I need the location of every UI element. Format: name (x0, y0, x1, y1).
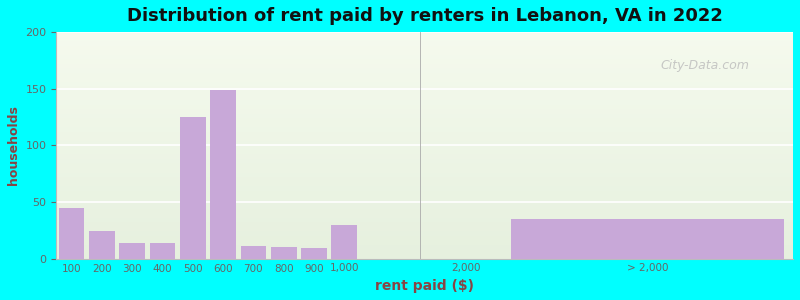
Bar (56, 55, 793, 59)
Bar (56, 118, 793, 123)
Bar (56, 145, 793, 150)
Bar (119, 243, 145, 259)
Bar (511, 219, 784, 259)
Bar (56, 213, 793, 218)
Bar (56, 164, 793, 168)
Bar (56, 86, 793, 91)
Bar (56, 32, 793, 37)
Bar (56, 154, 793, 159)
Bar (56, 127, 793, 132)
Bar (56, 91, 793, 95)
Bar (56, 204, 793, 209)
Bar (56, 46, 793, 50)
Bar (56, 123, 793, 127)
Bar (210, 90, 236, 259)
Bar (56, 114, 793, 118)
Bar (56, 241, 793, 245)
Bar (56, 100, 793, 105)
Bar (56, 159, 793, 164)
Bar (271, 247, 297, 259)
Bar (56, 191, 793, 195)
Title: Distribution of rent paid by renters in Lebanon, VA in 2022: Distribution of rent paid by renters in … (126, 7, 722, 25)
Bar (56, 218, 793, 222)
Bar (56, 245, 793, 250)
Y-axis label: households: households (7, 105, 20, 185)
Bar (56, 236, 793, 241)
Bar (301, 248, 327, 259)
Bar (180, 117, 206, 259)
Bar (56, 186, 793, 191)
Bar (89, 231, 114, 259)
Bar (56, 177, 793, 182)
Bar (56, 64, 793, 68)
Bar (56, 195, 793, 200)
Bar (56, 73, 793, 77)
Bar (56, 132, 793, 136)
Bar (56, 227, 793, 231)
Bar (56, 136, 793, 141)
Text: City-Data.com: City-Data.com (661, 59, 750, 72)
Bar (56, 172, 793, 177)
X-axis label: rent paid ($): rent paid ($) (375, 279, 474, 293)
Bar (56, 59, 793, 64)
Bar (56, 109, 793, 114)
Bar (56, 41, 793, 46)
Bar (331, 225, 358, 259)
Bar (56, 222, 793, 227)
Bar (241, 246, 266, 259)
Bar (56, 50, 793, 55)
Bar (56, 82, 793, 86)
Bar (56, 182, 793, 186)
Bar (56, 68, 793, 73)
Bar (56, 77, 793, 82)
Bar (56, 168, 793, 172)
Bar (56, 250, 793, 254)
Bar (58, 208, 84, 259)
Bar (56, 105, 793, 109)
Bar (56, 150, 793, 154)
Bar (56, 37, 793, 41)
Bar (56, 254, 793, 259)
Bar (56, 95, 793, 100)
Bar (56, 200, 793, 204)
Bar (150, 243, 175, 259)
Bar (56, 231, 793, 236)
Bar (56, 141, 793, 145)
Bar (56, 209, 793, 213)
